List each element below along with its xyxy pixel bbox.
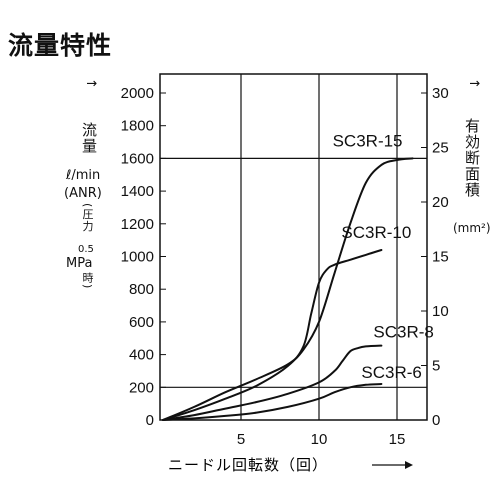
- y-tick-label: 1200: [121, 216, 154, 233]
- left-axis-label-cond-close: 時): [81, 272, 94, 290]
- y-tick-label: 800: [129, 281, 154, 298]
- y-tick-label: 600: [129, 314, 154, 331]
- page-title: 流量特性: [8, 31, 113, 60]
- y-tick-label: 0: [146, 412, 154, 429]
- curve-sc3r-8: [162, 344, 383, 421]
- left-axis-label-cond-value: 0.5: [78, 244, 94, 255]
- y2-tick-label: 20: [432, 194, 449, 211]
- x-axis-arrow: [372, 461, 413, 469]
- curve-layer: [162, 157, 414, 421]
- y-tick-label: 400: [129, 347, 154, 364]
- left-axis-label-main: 流量: [80, 122, 98, 154]
- plot-frame: [159, 73, 428, 421]
- right-axis-arrow: ↑: [466, 78, 481, 90]
- curve-label-sc3r-6: SC3R-6: [361, 363, 421, 382]
- x-tick-label: 10: [311, 431, 328, 448]
- right-axis-label-unit: (mm²): [453, 221, 491, 235]
- left-axis-label-unit: ℓ/min: [66, 168, 101, 183]
- label-layer: SC3R-15 SC3R-10 SC3R-8 SC3R-6: [333, 131, 434, 382]
- right-axis-label-main: 有効断面積: [463, 118, 481, 198]
- y2-tick-label: 25: [432, 140, 449, 157]
- left-axis-label-cond-unit: MPa: [66, 256, 93, 271]
- y-tick-label: 1800: [121, 118, 154, 135]
- left-axis-label-anr: (ANR): [64, 186, 102, 201]
- y-tick-label: 1600: [121, 150, 154, 167]
- y-tick-label: 200: [129, 379, 154, 396]
- x-tick-label: 15: [389, 431, 406, 448]
- curve-label-sc3r-8: SC3R-8: [373, 323, 433, 342]
- tick-layer: 0 200 400 600 800 1000 1200 1400 1600 1800 2000 0 5 1…: [121, 85, 449, 448]
- curve-label-sc3r-10: SC3R-10: [341, 223, 411, 242]
- grid-layer: [160, 74, 427, 420]
- x-tick-label: 5: [237, 431, 245, 448]
- curve-label-sc3r-15: SC3R-15: [333, 131, 403, 150]
- left-axis-arrow: ↑: [83, 78, 98, 90]
- y-tick-label: 1400: [121, 183, 154, 200]
- curve-sc3r-15: [162, 157, 414, 421]
- curve-sc3r-10: [162, 249, 383, 421]
- y-tick-label: 2000: [121, 85, 154, 102]
- y2-tick-label: 5: [432, 358, 440, 375]
- left-axis-label-cond-open: (圧力: [81, 203, 94, 233]
- y2-tick-label: 10: [432, 303, 449, 320]
- y-tick-label: 1000: [121, 249, 154, 266]
- y2-tick-label: 0: [432, 412, 440, 429]
- x-axis-label: ニードル回転数（回）: [168, 456, 328, 474]
- y2-tick-label: 30: [432, 85, 449, 102]
- y2-tick-label: 15: [432, 249, 449, 266]
- curve-sc3r-6: [162, 383, 383, 421]
